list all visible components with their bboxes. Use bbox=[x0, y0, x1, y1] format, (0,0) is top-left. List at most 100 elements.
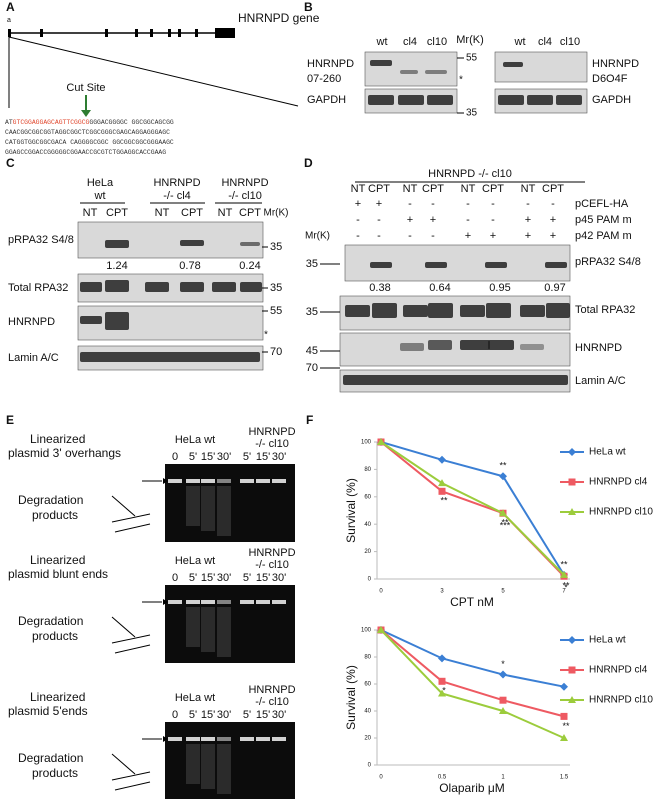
label: HeLa wt bbox=[175, 434, 215, 446]
label: Linearized bbox=[30, 553, 85, 567]
y-tick-label: 60 bbox=[364, 682, 371, 688]
significance: ** bbox=[499, 461, 507, 471]
label: p42 PAM m bbox=[575, 230, 632, 242]
label: Linearized bbox=[30, 432, 85, 446]
label: 5' bbox=[243, 451, 251, 463]
gel-smear bbox=[201, 607, 215, 652]
label: 55 bbox=[270, 305, 282, 317]
label: 30' bbox=[272, 572, 286, 584]
label: E bbox=[6, 413, 14, 427]
gel-smear bbox=[201, 744, 215, 789]
gel-band bbox=[217, 737, 231, 741]
label: cl10 bbox=[427, 36, 447, 48]
blot-band bbox=[80, 352, 260, 362]
label: -/- cl10 bbox=[255, 438, 289, 450]
significance: ** bbox=[560, 559, 568, 569]
label: Cut Site bbox=[66, 82, 105, 94]
blot-band bbox=[527, 95, 553, 105]
label: + bbox=[430, 214, 436, 226]
label: + bbox=[376, 198, 382, 210]
gel-smear bbox=[186, 486, 200, 526]
x-axis-label: Olaparib μM bbox=[439, 781, 505, 795]
blot-band bbox=[545, 262, 567, 268]
y-axis-label: Survival (%) bbox=[344, 665, 358, 730]
gel-band bbox=[217, 600, 231, 604]
label: + bbox=[525, 214, 531, 226]
label: 5' bbox=[243, 709, 251, 721]
label: HNRNPD bbox=[592, 58, 639, 70]
significance: * bbox=[442, 686, 446, 696]
label: 35 bbox=[270, 241, 282, 253]
bracket bbox=[111, 753, 136, 775]
legend-label: HNRNPD cl4 bbox=[589, 665, 648, 676]
label: a bbox=[7, 17, 11, 24]
blot-band bbox=[370, 60, 392, 66]
series-line bbox=[380, 629, 565, 688]
gel-band bbox=[240, 600, 254, 604]
gel-band bbox=[240, 479, 254, 483]
label: * bbox=[459, 75, 463, 86]
blot-band bbox=[488, 340, 514, 350]
blot-band bbox=[180, 240, 204, 246]
gel-band bbox=[256, 737, 270, 741]
gel-band bbox=[186, 479, 200, 483]
x-tick-label: 1 bbox=[501, 775, 505, 781]
x-tick-label: 7 bbox=[562, 589, 566, 595]
label: + bbox=[550, 230, 556, 242]
y-tick-label: 0 bbox=[368, 577, 372, 583]
gel-smear bbox=[186, 607, 200, 647]
label: 0 bbox=[172, 572, 178, 584]
label: 45 bbox=[306, 345, 318, 357]
blot-band bbox=[368, 95, 394, 105]
label: 5' bbox=[243, 572, 251, 584]
y-tick-label: 80 bbox=[364, 467, 371, 473]
gel bbox=[165, 464, 295, 542]
label: A bbox=[6, 0, 15, 14]
gel-band bbox=[201, 737, 215, 741]
significance: ** bbox=[440, 496, 448, 506]
label: HNRNPD bbox=[307, 58, 354, 70]
label: cl4 bbox=[403, 36, 417, 48]
bracket bbox=[111, 771, 151, 781]
marker bbox=[438, 479, 446, 487]
blot bbox=[77, 221, 264, 259]
label: - bbox=[491, 214, 495, 226]
label: CPT bbox=[239, 207, 261, 219]
blot-band bbox=[398, 95, 424, 105]
bracket bbox=[111, 616, 136, 638]
marker bbox=[499, 472, 507, 481]
label: 0.64 bbox=[429, 282, 450, 294]
label: Degradation bbox=[18, 493, 83, 507]
blot-band bbox=[80, 316, 102, 324]
label: + bbox=[407, 214, 413, 226]
label: NT bbox=[403, 183, 418, 195]
blot-band bbox=[240, 282, 262, 292]
label: - bbox=[356, 230, 360, 242]
series-line bbox=[380, 441, 565, 576]
bracket bbox=[114, 644, 151, 654]
arrow-head bbox=[163, 736, 168, 742]
bracket bbox=[114, 781, 151, 791]
sequence-segment: GGGACGGGGC GGCGGCAGCGG bbox=[89, 119, 174, 126]
label: Mr(K) bbox=[305, 231, 330, 242]
label: CPT bbox=[368, 183, 390, 195]
label: 35 bbox=[306, 258, 318, 270]
bracket bbox=[111, 513, 151, 523]
gel-band bbox=[168, 600, 182, 604]
significance: *** bbox=[500, 521, 511, 531]
gel-band bbox=[186, 600, 200, 604]
gel-band bbox=[201, 600, 215, 604]
label: HeLa wt bbox=[175, 555, 215, 567]
blot-band bbox=[428, 340, 452, 350]
label: - bbox=[408, 198, 412, 210]
label: - bbox=[377, 214, 381, 226]
label: p45 PAM m bbox=[575, 214, 632, 226]
label: HNRNPD bbox=[221, 177, 268, 189]
label: plasmid 5'ends bbox=[8, 704, 88, 718]
label: -/- cl10 bbox=[255, 559, 289, 571]
gel-band bbox=[201, 479, 215, 483]
significance: * bbox=[564, 582, 568, 592]
blot-band bbox=[105, 312, 129, 330]
y-tick-label: 40 bbox=[364, 522, 371, 528]
label: products bbox=[32, 508, 78, 522]
